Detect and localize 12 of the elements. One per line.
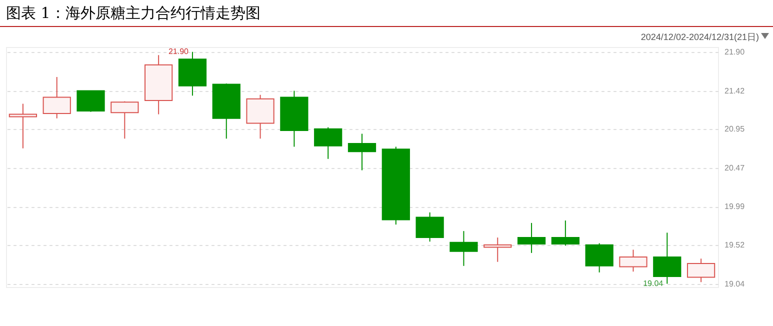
y-tick-label: 19.99 — [724, 202, 746, 212]
candlestick — [484, 237, 512, 262]
text: 2024/12/02-2024/12/31(21日) — [640, 31, 759, 44]
y-tick-label: 20.47 — [724, 163, 746, 172]
y-tick-label: 19.52 — [724, 240, 746, 250]
y-tick-label: 19.04 — [724, 279, 746, 288]
y-tick-label: 21.90 — [724, 47, 746, 56]
annotation: 21.90 — [168, 46, 190, 56]
annotation: 19.04 — [643, 278, 664, 288]
y-tick-label: 21.42 — [724, 86, 746, 96]
chart-title: 图表 1：海外原糖主力合约行情走势图 — [0, 0, 773, 27]
y-tick-label: 20.95 — [724, 124, 746, 134]
